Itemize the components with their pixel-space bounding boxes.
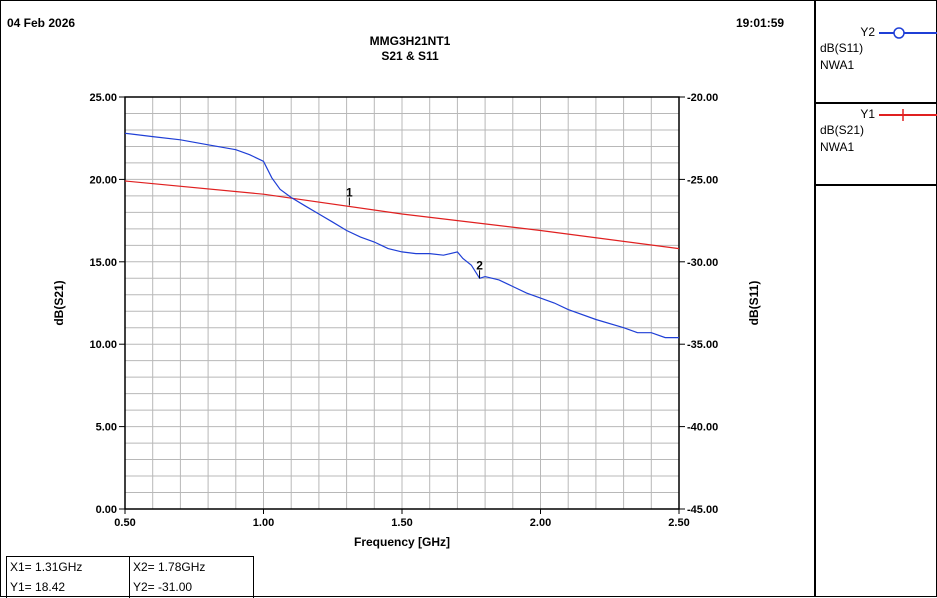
legend-key-y1: Y1 bbox=[860, 107, 875, 121]
series bbox=[124, 132, 680, 339]
legend-source-y2: NWA1 bbox=[820, 58, 855, 72]
x-tick-label: 1.00 bbox=[253, 517, 274, 529]
y-tick-label: 25.00 bbox=[89, 92, 117, 104]
tick-labels: 0.50 1.00 1.50 2.00 2.50 0.00 5.00 10.00 15.00 20… bbox=[89, 92, 718, 529]
y-tick-label: 0.00 bbox=[96, 504, 117, 516]
y2-tick-label: -30.00 bbox=[687, 257, 718, 269]
x-axis-label: Frequency [GHz] bbox=[354, 535, 450, 549]
y2-tick-label: -25.00 bbox=[687, 174, 718, 186]
y2-axis-label: dB(S11) bbox=[747, 281, 761, 326]
x-tick-label: 0.50 bbox=[114, 517, 135, 529]
marker-2-label[interactable]: 2 bbox=[476, 258, 483, 272]
marker-x2-readout: X2= 1.78GHz bbox=[133, 560, 206, 574]
legend-swatch-y2 bbox=[879, 27, 937, 39]
marker-y1-readout: Y1= 18.42 bbox=[10, 580, 66, 594]
x-tick-label: 2.00 bbox=[530, 517, 551, 529]
y-axis-label: dB(S21) bbox=[52, 280, 66, 325]
y2-tick-label: -20.00 bbox=[687, 92, 718, 104]
marker-readout-table: X1= 1.31GHz Y1= 18.42 X2= 1.78GHz Y2= -3… bbox=[6, 556, 254, 598]
legend-panel: Y2 dB(S11) NWA1 Y1 dB(S21) NWA1 bbox=[814, 0, 937, 597]
y-tick-label: 20.00 bbox=[89, 174, 117, 186]
chart-title: MMG3H21NT1 bbox=[369, 34, 451, 48]
markers[interactable]: 12 bbox=[346, 185, 483, 279]
y2-tick-label: -35.00 bbox=[687, 339, 718, 351]
legend-key-y2: Y2 bbox=[860, 25, 875, 39]
time-label: 19:01:59 bbox=[736, 16, 785, 30]
legend-name-y2: dB(S11) bbox=[820, 41, 864, 55]
marker-y2-readout: Y2= -31.00 bbox=[133, 580, 193, 594]
legend-name-y1: dB(S21) bbox=[820, 123, 865, 137]
y-tick-label: 10.00 bbox=[89, 339, 117, 351]
legend-swatch-y1 bbox=[879, 109, 937, 121]
legend-source-y1: NWA1 bbox=[820, 140, 855, 154]
x-tick-label: 2.50 bbox=[668, 517, 689, 529]
chart-subtitle: S21 & S11 bbox=[381, 49, 439, 63]
plot-area[interactable]: 0.50 1.00 1.50 2.00 2.500.005.0010.0015.0020… bbox=[0, 0, 812, 560]
grid bbox=[125, 97, 679, 509]
y-tick-label: 15.00 bbox=[89, 257, 117, 269]
series-line-db-s21- bbox=[124, 180, 680, 250]
y2-tick-label: -40.00 bbox=[687, 422, 718, 434]
date-label: 04 Feb 2026 bbox=[7, 16, 76, 30]
series-line-db-s11- bbox=[124, 132, 679, 339]
y2-tick-label: -45.00 bbox=[687, 504, 718, 516]
marker-x1-readout: X1= 1.31GHz bbox=[10, 560, 83, 574]
legend-entry-y2[interactable]: Y2 dB(S11) NWA1 bbox=[816, 0, 937, 104]
marker-1-label[interactable]: 1 bbox=[346, 185, 353, 199]
legend-entry-y1[interactable]: Y1 dB(S21) NWA1 bbox=[816, 102, 937, 186]
x-tick-label: 1.50 bbox=[391, 517, 412, 529]
y-tick-label: 5.00 bbox=[96, 422, 117, 434]
marker-table-divider bbox=[129, 557, 130, 598]
